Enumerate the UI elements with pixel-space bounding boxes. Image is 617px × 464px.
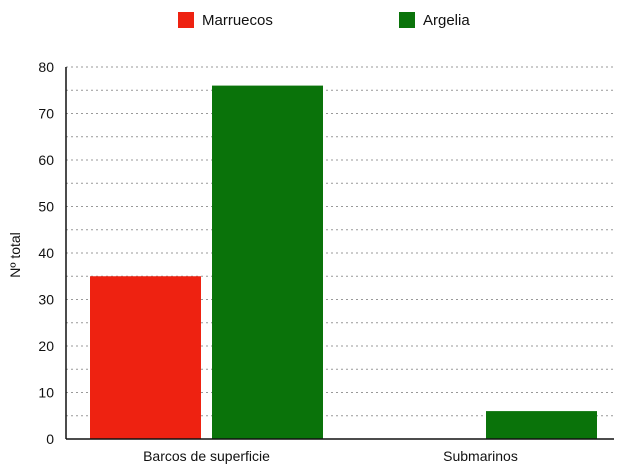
legend-swatch-argelia: [399, 12, 415, 28]
axes: 0 10 20 30 40 50 60 70 80 Barcos de superficie Sub…: [38, 59, 614, 464]
bar-marruecos-1: [90, 276, 201, 439]
y-tick-label: 40: [38, 245, 54, 261]
y-tick-label: 0: [46, 431, 54, 447]
y-tick-label: 80: [38, 59, 54, 75]
legend-item-argelia: Argelia: [399, 10, 470, 30]
legend-swatch-marruecos: [178, 12, 194, 28]
legend-label-argelia: Argelia: [423, 11, 470, 29]
bars: [90, 85, 597, 439]
x-tick-label: Submarinos: [443, 448, 518, 464]
legend-item-marruecos: Marruecos: [178, 10, 273, 30]
bar-argelia-1: [212, 85, 323, 439]
y-tick-label: 30: [38, 292, 54, 308]
y-axis-label: Nº total: [7, 232, 23, 278]
y-tick-label: 60: [38, 152, 54, 168]
y-tick-label: 20: [38, 338, 54, 354]
y-tick-label: 50: [38, 199, 54, 215]
y-tick-label: 70: [38, 106, 54, 122]
legend-label-marruecos: Marruecos: [202, 11, 273, 29]
bar-argelia-2: [486, 411, 597, 439]
y-tick-label: 10: [38, 385, 54, 401]
x-tick-label: Barcos de superficie: [143, 448, 270, 464]
